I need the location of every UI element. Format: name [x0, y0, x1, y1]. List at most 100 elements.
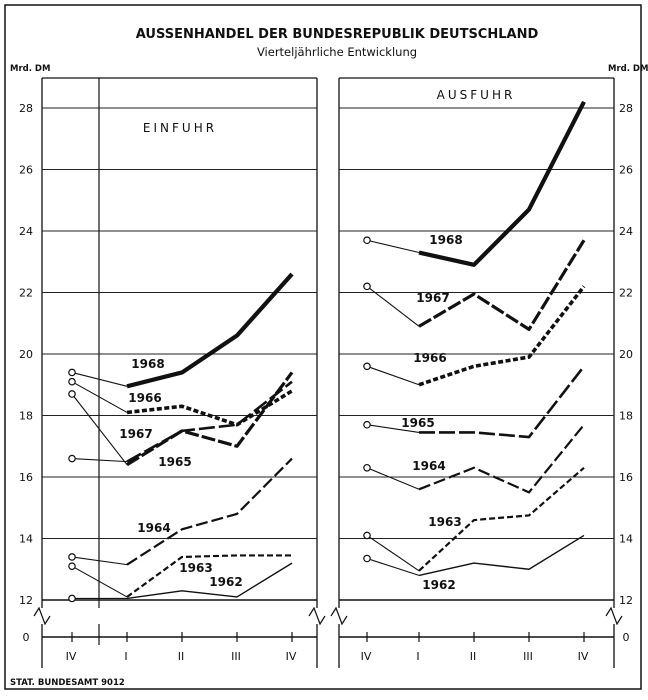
- series-start-marker-1962: [363, 554, 371, 563]
- axis-break-mark: [330, 606, 348, 626]
- panel-einfuhr: IV I II III IV: [33, 77, 326, 668]
- series-start-marker-1965: [68, 454, 76, 463]
- series-layer: 1968196719661965196419631962196819671966…: [68, 100, 586, 603]
- y-tick-labels: 28 28 26 26 24 24 22 22 20 20 18 18 16 16 14 14 12 12 0 0: [19, 102, 633, 644]
- series-start-marker-1966: [68, 377, 76, 386]
- y-tick-label-left: 18: [19, 410, 33, 423]
- y-tick-label-right: 24: [619, 225, 633, 238]
- series-start-marker-1963: [363, 531, 371, 540]
- series-start-marker-1964: [363, 463, 371, 472]
- series-label-1963: 1963: [428, 515, 461, 529]
- series-label-1962: 1962: [209, 575, 242, 589]
- series-label-1964: 1964: [137, 521, 170, 535]
- x-category-label: I: [124, 650, 127, 663]
- series-line-1963: [418, 466, 585, 572]
- series-line-1968: [418, 100, 586, 267]
- x-category-label: IV: [361, 650, 372, 663]
- y-tick-label-left: 20: [19, 348, 33, 361]
- y-tick-label-left: 24: [19, 225, 33, 238]
- series-line-1966: [418, 285, 586, 387]
- chart-title: AUSSENHANDEL DER BUNDESREPUBLIK DEUTSCHL…: [136, 27, 539, 42]
- series-start-marker-1964: [68, 553, 76, 561]
- series-line-1962: [418, 534, 585, 577]
- y-tick-label-left: 26: [19, 164, 33, 177]
- series-connector-1967: [366, 285, 420, 327]
- series-line-1964: [126, 457, 293, 566]
- x-category-label: II: [178, 650, 185, 663]
- series-start-marker-1965: [363, 420, 371, 429]
- y-tick-label-right: 22: [619, 287, 633, 300]
- series-line-1963: [126, 554, 292, 598]
- series-line-1967: [418, 239, 586, 331]
- y-tick-label-left: 12: [19, 594, 33, 607]
- series-connector-1964: [366, 467, 420, 490]
- series-connector-1966: [366, 365, 420, 386]
- series-label-1962: 1962: [422, 578, 455, 592]
- series-line-1962: [126, 562, 293, 600]
- panels-layer: IV I II III IV IV I II III IV: [33, 77, 623, 668]
- series-start-marker-1967: [363, 282, 371, 291]
- series-start-marker-1968: [363, 236, 371, 245]
- series-label-1965: 1965: [158, 455, 191, 469]
- y-tick-label-right: 14: [619, 533, 633, 546]
- y-tick-label-left: 16: [19, 471, 33, 484]
- series-start-marker-1962: [68, 594, 76, 603]
- chart-subtitle: Vierteljährliche Entwicklung: [257, 45, 417, 59]
- series-line-1964: [418, 424, 585, 494]
- x-category-label: I: [416, 650, 419, 663]
- y-tick-label-right: 28: [619, 102, 633, 115]
- y-tick-label-right: 20: [619, 348, 633, 361]
- series-start-marker-1967: [68, 390, 76, 398]
- series-label-1966: 1966: [413, 351, 446, 365]
- y-tick-label-left: 28: [19, 102, 33, 115]
- series-start-marker-1968: [68, 368, 76, 377]
- y-tick-label-left: 14: [19, 533, 33, 546]
- y-tick-label-right: 0: [623, 631, 630, 644]
- series-line-1967: [126, 371, 294, 467]
- source-note: STAT. BUNDESAMT 9012: [10, 678, 125, 688]
- chart-frame: [4, 4, 642, 690]
- series-connector-1968: [366, 239, 420, 254]
- panel-label-einfuhr: EINFUHR: [143, 121, 217, 135]
- axis-break-mark: [605, 606, 623, 626]
- series-line-1965: [419, 365, 586, 439]
- y-tick-label-right: 26: [619, 164, 633, 177]
- panel-label-ausfuhr: AUSFUHR: [437, 88, 516, 102]
- x-category-label: III: [523, 650, 533, 663]
- y-tick-label-left: 0: [23, 631, 30, 644]
- series-connector-1964: [71, 556, 128, 566]
- y-tick-label-right: 16: [619, 471, 633, 484]
- series-connector-1966: [71, 381, 128, 413]
- series-label-1963: 1963: [179, 561, 212, 575]
- y-tick-label-right: 18: [619, 410, 633, 423]
- axis-break-mark: [33, 606, 51, 626]
- x-category-label: III: [231, 650, 241, 663]
- y-axis-unit-left: Mrd. DM: [10, 64, 50, 74]
- series-label-1964: 1964: [412, 459, 445, 473]
- series-connector-1963: [71, 565, 128, 598]
- y-tick-label-left: 22: [19, 287, 33, 300]
- series-connector-1965: [366, 424, 420, 433]
- series-label-1968: 1968: [429, 233, 462, 247]
- x-category-label: IV: [286, 650, 297, 663]
- series-connector-1968: [71, 371, 128, 387]
- x-category-label: II: [470, 650, 477, 663]
- panel-ausfuhr: IV I II III IV: [330, 77, 623, 668]
- axis-break-mark: [308, 606, 326, 626]
- series-connector-1967: [71, 393, 128, 466]
- series-label-1967: 1967: [119, 427, 152, 441]
- x-category-label: IV: [578, 650, 589, 663]
- series-line-1966: [126, 389, 293, 427]
- series-label-1965: 1965: [401, 416, 434, 430]
- series-label-1967: 1967: [416, 291, 449, 305]
- series-group-ausfuhr: 1968 1967 1966 1965 1964 1963 1962: [363, 100, 586, 592]
- y-tick-label-right: 12: [619, 594, 633, 607]
- series-start-marker-1966: [363, 362, 371, 371]
- series-connector-1965: [71, 458, 128, 463]
- series-start-marker-1963: [68, 562, 76, 570]
- y-axis-unit-right: Mrd. DM: [608, 64, 648, 74]
- series-line-1965: [126, 380, 293, 463]
